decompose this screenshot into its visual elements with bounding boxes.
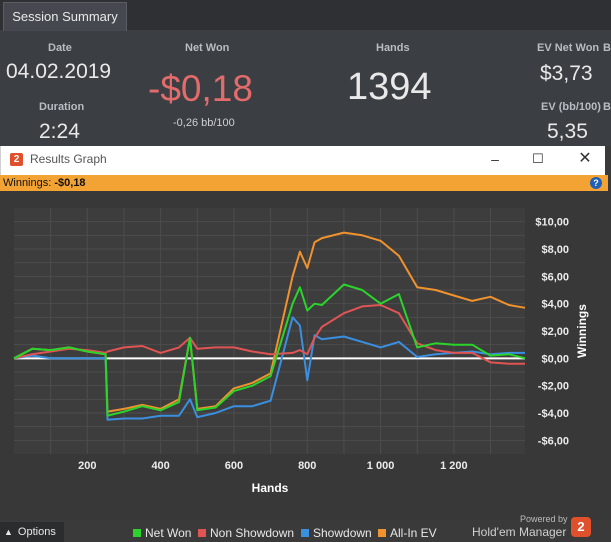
y-tick-label: -$4,00 [538, 408, 569, 420]
x-tick-label: 800 [298, 460, 316, 472]
close-icon[interactable]: ✕ [578, 150, 592, 167]
x-axis-ticks: 200 400 600 800 1 000 1 200 [78, 460, 468, 472]
ev-bb100-value: 5,35 [547, 120, 588, 143]
legend-label: Net Won [145, 526, 192, 540]
tab-session-summary[interactable]: Session Summary [3, 2, 127, 31]
date-label: Date [48, 42, 72, 54]
y-tick-label: $0,00 [541, 353, 569, 365]
series-lines [13, 231, 526, 421]
tab-bar: Session Summary [0, 0, 611, 31]
y-axis-label: Winnings [575, 304, 589, 358]
results-graph-window: 2 Results Graph – ☐ ✕ Winnings: -$0,18 ?… [0, 146, 611, 542]
minimize-icon[interactable]: – [491, 151, 499, 167]
x-tick-label: 1 000 [367, 460, 395, 472]
chevron-up-icon: ▲ [4, 527, 13, 537]
y-tick-label: -$2,00 [538, 381, 569, 393]
winnings-bar: Winnings: -$0,18 ? [0, 175, 608, 191]
legend-swatch-showdown [301, 529, 309, 537]
hands-value: 1394 [347, 66, 432, 108]
options-button[interactable]: ▲ Options [0, 522, 64, 542]
y-tick-label: $4,00 [541, 299, 569, 311]
cut-off-label: B [603, 101, 611, 113]
x-tick-label: 200 [78, 460, 96, 472]
window-titlebar[interactable]: 2 Results Graph – ☐ ✕ [0, 146, 605, 175]
winnings-text: Winnings: -$0,18 [3, 177, 86, 189]
legend-swatch-all-in-ev [378, 529, 386, 537]
legend-label: Non Showdown [210, 526, 295, 540]
series-line-net-won [13, 283, 526, 417]
legend-showdown[interactable]: Showdown [301, 526, 372, 540]
legend-net-won[interactable]: Net Won [133, 526, 191, 540]
results-chart: $10,00 $8,00 $6,00 $4,00 $2,00 $0,00 -$2,00 -$4… [0, 191, 611, 520]
net-won-bb100: -0,26 bb/100 [173, 117, 235, 129]
brand-logo-icon: 2 [571, 517, 591, 537]
legend-label: All-In EV [390, 526, 437, 540]
legend-swatch-non-showdown [198, 529, 206, 537]
ev-net-won-value: $3,73 [540, 62, 593, 85]
duration-label: Duration [39, 101, 85, 113]
app-logo-icon: 2 [10, 153, 23, 166]
maximize-icon[interactable]: ☐ [532, 151, 544, 166]
x-tick-label: 400 [151, 460, 169, 472]
help-icon[interactable]: ? [590, 177, 602, 189]
hands-label: Hands [376, 42, 410, 54]
brand-name: Hold'em Manager [472, 525, 567, 539]
y-tick-label: -$6,00 [538, 435, 569, 447]
window-title: Results Graph [30, 152, 107, 166]
y-tick-label: $6,00 [541, 271, 569, 283]
y-tick-label: $2,00 [541, 326, 569, 338]
options-label: Options [17, 526, 56, 538]
legend-all-in-ev[interactable]: All-In EV [378, 526, 437, 540]
x-tick-label: 600 [225, 460, 243, 472]
net-won-label: Net Won [185, 42, 230, 54]
winnings-label: Winnings: [3, 177, 55, 189]
legend-swatch-net-won [133, 529, 141, 537]
session-summary-panel: Session Summary Date 04.02.2019 Duration… [0, 0, 611, 150]
series-line-non-showdown [13, 304, 525, 365]
date-value: 04.02.2019 [6, 60, 112, 83]
y-tick-label: $8,00 [541, 244, 569, 256]
y-tick-label: $10,00 [535, 217, 569, 229]
legend-label: Showdown [313, 526, 372, 540]
powered-by-text: Powered by [520, 514, 568, 524]
x-tick-label: 1 200 [440, 460, 468, 472]
legend-bar: ▲ Options Net Won Non Showdown Showdown A… [0, 514, 611, 542]
x-axis-label: Hands [252, 481, 289, 495]
ev-bb100-label: EV (bb/100) [541, 101, 601, 113]
y-axis-ticks: $10,00 $8,00 $6,00 $4,00 $2,00 $0,00 -$2,00 -$4… [535, 217, 569, 448]
net-won-value: -$0,18 [148, 68, 253, 109]
winnings-value: -$0,18 [54, 177, 86, 189]
legend-non-showdown[interactable]: Non Showdown [198, 526, 294, 540]
cut-off-label: B [603, 42, 611, 54]
ev-net-won-label: EV Net Won [537, 42, 600, 54]
duration-value: 2:24 [39, 120, 80, 143]
